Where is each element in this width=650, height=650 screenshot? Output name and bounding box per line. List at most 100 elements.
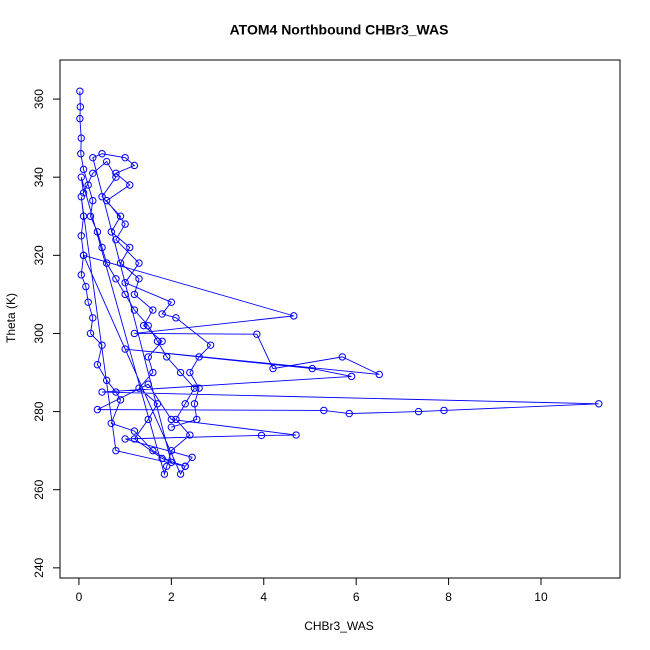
data-point — [290, 312, 298, 320]
data-point — [107, 228, 115, 236]
data-point — [153, 400, 162, 408]
data-point — [149, 446, 157, 455]
data-point — [130, 290, 139, 299]
data-point — [130, 306, 139, 314]
y-tick-label: 320 — [32, 245, 46, 265]
data-point — [167, 298, 176, 306]
data-point — [139, 321, 148, 330]
data-point — [112, 169, 120, 177]
data-point — [77, 173, 85, 181]
chart-title: ATOM4 Northbound CHBr3_WAS — [230, 22, 449, 38]
data-point — [82, 282, 90, 291]
data-point — [144, 321, 152, 330]
data-point — [77, 232, 85, 240]
data-point — [186, 368, 194, 377]
x-tick-label: 8 — [445, 590, 452, 604]
data-point — [98, 243, 106, 252]
data-point — [89, 153, 97, 162]
data-point — [126, 243, 134, 252]
y-tick-label: 300 — [32, 323, 46, 343]
data-point — [116, 396, 125, 404]
data-point — [102, 376, 111, 385]
data-point — [338, 353, 347, 361]
y-tick-label: 340 — [32, 167, 46, 187]
data-point — [130, 435, 139, 443]
data-point — [149, 306, 157, 314]
data-point — [440, 406, 448, 415]
data-point — [93, 228, 102, 236]
data-point — [144, 415, 152, 424]
data-point — [190, 400, 199, 408]
data-point — [121, 220, 129, 228]
data-point — [112, 388, 120, 396]
data-point — [167, 415, 176, 424]
data-point — [93, 361, 102, 369]
data-point — [160, 470, 169, 478]
y-tick-label: 260 — [32, 479, 46, 499]
data-point — [121, 290, 129, 299]
x-tick-label: 10 — [534, 590, 548, 604]
data-point — [195, 353, 203, 361]
data-point — [158, 337, 166, 345]
data-point — [84, 181, 92, 189]
data-point — [181, 400, 189, 408]
data-point — [253, 330, 261, 338]
data-point — [188, 453, 196, 461]
data-point — [176, 368, 185, 377]
data-point — [158, 454, 166, 463]
data-point — [121, 435, 129, 443]
data-point — [89, 196, 97, 205]
y-axis-label: Theta (K) — [4, 293, 18, 343]
data-point — [167, 458, 176, 467]
data-point — [135, 259, 143, 267]
data-point — [102, 196, 111, 205]
data-point — [257, 431, 266, 440]
data-point — [345, 409, 353, 418]
data-point — [153, 337, 162, 345]
data-point — [86, 212, 95, 220]
data-point — [77, 271, 85, 279]
x-tick-label: 6 — [353, 590, 360, 604]
data-point — [135, 275, 143, 283]
data-point — [144, 353, 152, 361]
y-tick-label: 280 — [32, 401, 46, 421]
data-point — [172, 314, 180, 322]
data-point — [130, 161, 139, 170]
x-tick-label: 4 — [260, 590, 267, 604]
data-point — [130, 329, 139, 338]
data-point — [414, 407, 423, 416]
data-point — [77, 134, 85, 142]
data-point — [186, 431, 194, 439]
data-point — [98, 341, 106, 349]
data-point — [93, 405, 102, 414]
x-tick-label: 2 — [168, 590, 175, 604]
data-point — [158, 310, 166, 318]
data-point — [98, 150, 106, 158]
data-point — [269, 364, 277, 373]
data-point — [375, 370, 383, 379]
data-point — [176, 470, 185, 478]
data-point — [163, 462, 171, 470]
data-point — [130, 427, 139, 435]
data-point — [320, 406, 328, 415]
data-point — [347, 372, 356, 381]
data-point — [163, 353, 171, 361]
data-point — [292, 431, 300, 439]
data-point — [79, 165, 88, 174]
data-point — [76, 103, 85, 111]
data-point — [595, 400, 603, 408]
data-point — [112, 446, 120, 455]
x-tick-label: 0 — [76, 590, 83, 604]
data-point — [167, 423, 176, 431]
data-point — [84, 298, 92, 306]
data-point — [172, 415, 180, 424]
data-point — [76, 114, 84, 123]
data-point — [98, 388, 106, 396]
data-point — [121, 278, 129, 287]
data-point — [116, 259, 125, 267]
data-point — [126, 181, 134, 189]
data-point — [144, 380, 152, 388]
data-point — [77, 193, 85, 201]
